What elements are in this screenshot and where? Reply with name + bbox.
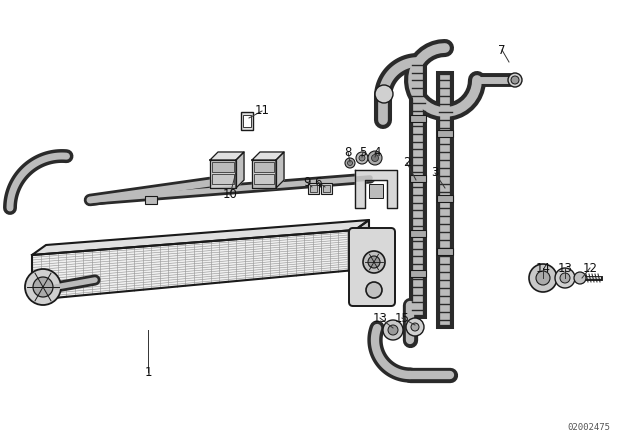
- Circle shape: [508, 73, 522, 87]
- Text: 9: 9: [303, 176, 311, 189]
- Text: 6: 6: [314, 176, 322, 189]
- Bar: [243, 115, 251, 127]
- Circle shape: [366, 282, 382, 298]
- Polygon shape: [252, 152, 284, 160]
- Bar: [410, 270, 426, 277]
- Bar: [437, 248, 453, 255]
- Text: 12: 12: [582, 262, 598, 275]
- Text: 15: 15: [395, 311, 410, 324]
- Text: 02002475: 02002475: [567, 423, 610, 432]
- Circle shape: [33, 277, 53, 297]
- Text: 11: 11: [255, 104, 269, 117]
- Circle shape: [388, 325, 398, 335]
- Text: 14: 14: [536, 262, 550, 275]
- Bar: [308, 183, 319, 194]
- Bar: [212, 174, 234, 184]
- Circle shape: [368, 151, 382, 165]
- Polygon shape: [355, 220, 369, 270]
- Circle shape: [536, 271, 550, 285]
- Circle shape: [345, 158, 355, 168]
- Bar: [410, 175, 426, 182]
- Circle shape: [375, 85, 393, 103]
- Circle shape: [406, 318, 424, 336]
- Polygon shape: [236, 152, 244, 188]
- Bar: [254, 174, 274, 184]
- Circle shape: [383, 320, 403, 340]
- Bar: [241, 112, 253, 130]
- Bar: [369, 184, 383, 198]
- Circle shape: [363, 251, 385, 273]
- Bar: [145, 196, 157, 204]
- Circle shape: [348, 160, 353, 165]
- Text: 10: 10: [223, 189, 237, 202]
- Text: 4: 4: [373, 146, 381, 159]
- Text: 2: 2: [403, 156, 411, 169]
- Polygon shape: [210, 152, 244, 160]
- Bar: [323, 185, 330, 192]
- Bar: [410, 230, 426, 237]
- Bar: [212, 162, 234, 172]
- Polygon shape: [252, 160, 276, 188]
- Circle shape: [529, 264, 557, 292]
- Polygon shape: [210, 160, 236, 188]
- Text: 1: 1: [144, 366, 152, 379]
- Text: 13: 13: [372, 311, 387, 324]
- Circle shape: [411, 323, 419, 331]
- Circle shape: [560, 273, 570, 283]
- Text: 3: 3: [431, 167, 438, 180]
- FancyBboxPatch shape: [349, 228, 395, 306]
- Polygon shape: [32, 220, 369, 255]
- Bar: [437, 130, 453, 137]
- Circle shape: [555, 268, 575, 288]
- Bar: [437, 195, 453, 202]
- Bar: [310, 185, 317, 192]
- Circle shape: [511, 76, 519, 84]
- Circle shape: [371, 155, 378, 161]
- Bar: [410, 115, 426, 122]
- Text: 8: 8: [344, 146, 352, 159]
- Polygon shape: [32, 230, 355, 300]
- Bar: [254, 162, 274, 172]
- Circle shape: [359, 155, 365, 161]
- Text: 7: 7: [499, 43, 506, 56]
- Bar: [321, 183, 332, 194]
- Circle shape: [368, 256, 380, 268]
- Text: 5: 5: [359, 146, 367, 159]
- Polygon shape: [355, 170, 397, 208]
- Circle shape: [574, 272, 586, 284]
- Text: 13: 13: [557, 262, 572, 275]
- Circle shape: [356, 152, 368, 164]
- Circle shape: [25, 269, 61, 305]
- Polygon shape: [276, 152, 284, 188]
